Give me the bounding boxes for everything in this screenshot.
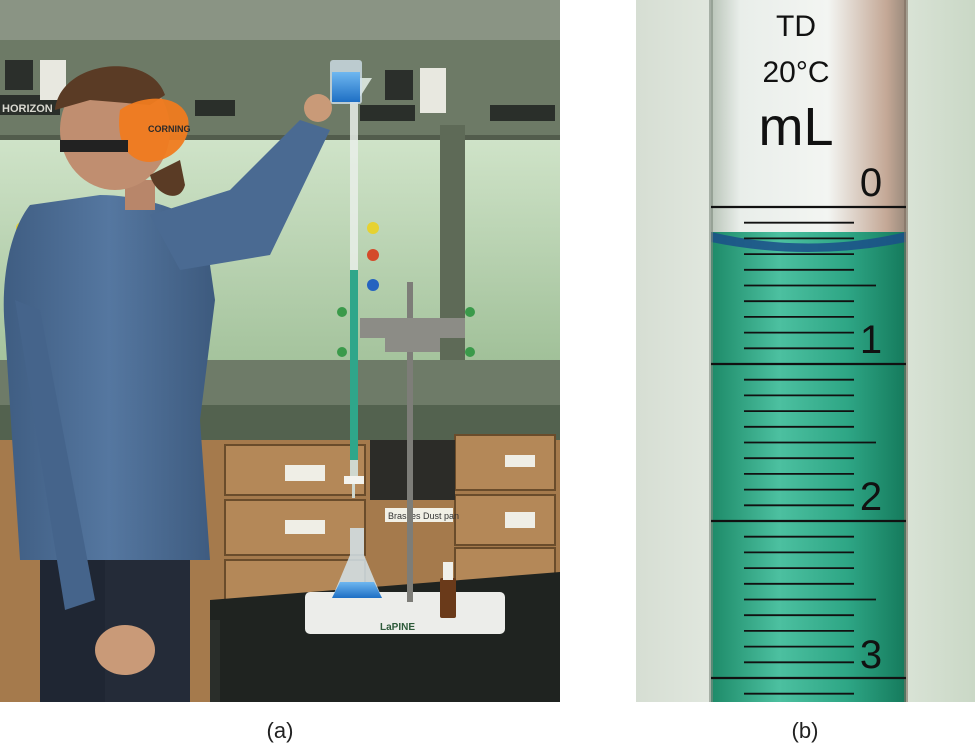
tick-label-3: 3 [860, 633, 882, 677]
goggles-text: CORNING [148, 124, 191, 134]
tick-label-0: 0 [860, 161, 882, 205]
titration-scene-illustration: Brasses Dust pan LaPINE [0, 0, 560, 702]
drawer-label: Brasses Dust pan [388, 511, 459, 521]
burette-label-td: TD [776, 10, 816, 43]
photo-burette-closeup: TD 20°C mL 0 1 2 3 [636, 0, 975, 702]
burette-closeup-illustration: TD 20°C mL 0 1 2 3 [636, 0, 975, 702]
caption-b: (b) [791, 718, 819, 743]
graduation-ticks [711, 205, 906, 695]
hood-brand: HORIZON [2, 103, 53, 115]
caption-a: (a) [266, 718, 294, 743]
photo-titration-scene: Brasses Dust pan LaPINE [0, 0, 560, 702]
tick-label-1: 1 [860, 318, 882, 362]
burette-label-temp: 20°C [762, 56, 829, 89]
tick-label-2: 2 [860, 475, 882, 519]
burette-unit: mL [758, 97, 833, 157]
stand-brand: LaPINE [380, 622, 415, 633]
